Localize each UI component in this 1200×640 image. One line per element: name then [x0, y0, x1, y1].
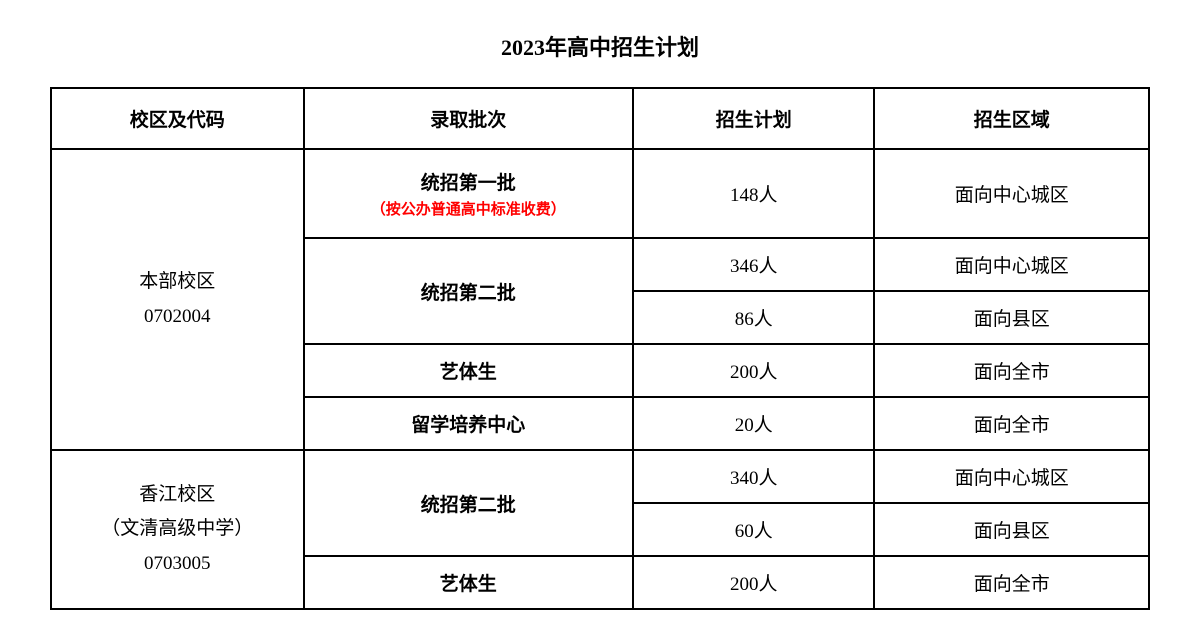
area-cell: 面向中心城区	[874, 238, 1149, 291]
batch1-main: 统招第一批	[313, 168, 624, 195]
enrollment-table: 校区及代码 录取批次 招生计划 招生区域 本部校区 0702004 统招第一批 …	[50, 87, 1150, 610]
plan-cell: 200人	[633, 344, 875, 397]
plan-cell: 346人	[633, 238, 875, 291]
plan-cell: 86人	[633, 291, 875, 344]
page-title: 2023年高中招生计划	[50, 30, 1150, 62]
campus1-code: 0702004	[144, 306, 211, 327]
campus2-line2: （文清高级中学）	[101, 518, 253, 539]
area-cell: 面向全市	[874, 556, 1149, 609]
area-cell: 面向全市	[874, 397, 1149, 450]
campus-cell-1: 本部校区 0702004	[51, 149, 304, 450]
table-header-row: 校区及代码 录取批次 招生计划 招生区域	[51, 88, 1149, 149]
plan-cell: 340人	[633, 450, 875, 503]
plan-cell: 200人	[633, 556, 875, 609]
campus-cell-2: 香江校区 （文清高级中学） 0703005	[51, 450, 304, 609]
campus1-name: 本部校区	[139, 271, 215, 292]
area-cell: 面向中心城区	[874, 450, 1149, 503]
campus2-line3: 0703005	[144, 553, 211, 574]
area-cell: 面向全市	[874, 344, 1149, 397]
batch1-note: （按公办普通高中标准收费）	[313, 198, 624, 219]
batch-cell-6: 艺体生	[304, 556, 633, 609]
batch-cell-5: 统招第二批	[304, 450, 633, 556]
header-area: 招生区域	[874, 88, 1149, 149]
header-batch: 录取批次	[304, 88, 633, 149]
area-cell: 面向中心城区	[874, 149, 1149, 238]
header-campus: 校区及代码	[51, 88, 304, 149]
area-cell: 面向县区	[874, 291, 1149, 344]
batch-cell-2: 统招第二批	[304, 238, 633, 344]
batch-cell-1: 统招第一批 （按公办普通高中标准收费）	[304, 149, 633, 238]
plan-cell: 148人	[633, 149, 875, 238]
plan-cell: 20人	[633, 397, 875, 450]
table-row: 本部校区 0702004 统招第一批 （按公办普通高中标准收费） 148人 面向…	[51, 149, 1149, 238]
area-cell: 面向县区	[874, 503, 1149, 556]
plan-cell: 60人	[633, 503, 875, 556]
campus2-line1: 香江校区	[139, 484, 215, 505]
batch-cell-4: 留学培养中心	[304, 397, 633, 450]
table-row: 香江校区 （文清高级中学） 0703005 统招第二批 340人 面向中心城区	[51, 450, 1149, 503]
header-plan: 招生计划	[633, 88, 875, 149]
batch-cell-3: 艺体生	[304, 344, 633, 397]
